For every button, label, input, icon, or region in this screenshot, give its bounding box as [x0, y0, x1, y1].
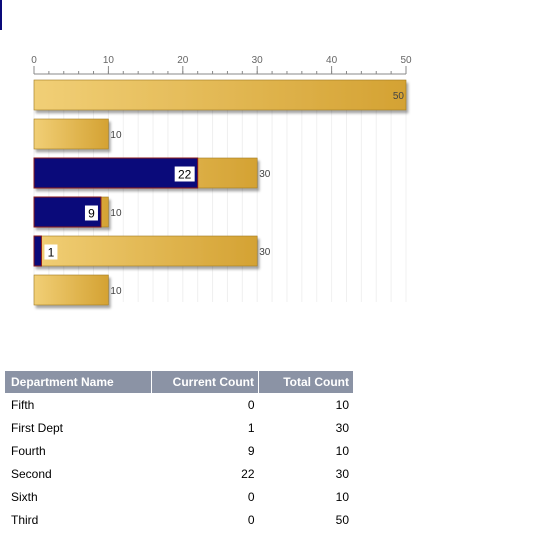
bar-current-count[interactable]: [33, 157, 199, 189]
header-current-count[interactable]: Current Count: [151, 371, 259, 393]
cell-total-count: 50: [335, 512, 349, 527]
table-row: Fourth 9 10: [5, 439, 353, 462]
header-total-count[interactable]: Total Count: [258, 371, 353, 393]
x-tick-label: 50: [400, 55, 412, 66]
bar-current-label-box: [84, 205, 98, 221]
bar-total-label: 10: [110, 286, 122, 297]
bar-total-label: 50: [393, 91, 405, 102]
bar-total-count[interactable]: [33, 118, 109, 150]
bar-total-count[interactable]: [33, 79, 407, 111]
corner-mark: [0, 0, 2, 30]
bar-total-count[interactable]: [33, 235, 258, 267]
cell-department-name: Third: [11, 512, 39, 527]
bar-total-label: 30: [259, 247, 271, 258]
bar-current-label: 9: [88, 207, 95, 221]
x-tick-label: 10: [103, 55, 115, 66]
department-table: Department Name Current Count Total Coun…: [5, 371, 353, 531]
bar-current-label-box: [174, 166, 195, 182]
table-row: Fifth 0 10: [5, 393, 353, 416]
cell-total-count: 30: [335, 420, 349, 435]
bar-total-label: 10: [110, 208, 122, 219]
table-row: Third 0 50: [5, 508, 353, 531]
cell-current-count: 0: [247, 512, 255, 527]
bar-total-label: 30: [259, 169, 271, 180]
bar-total-label: 10: [110, 130, 122, 141]
bar-total-count[interactable]: [33, 274, 109, 306]
bar-current-label-box: [44, 244, 58, 260]
table-row: Second 22 30: [5, 462, 353, 485]
cell-department-name: Sixth: [11, 489, 38, 504]
cell-department-name: Fifth: [11, 397, 35, 412]
cell-total-count: 30: [335, 466, 349, 481]
bar-current-label: 1: [48, 246, 55, 260]
cell-department-name: First Dept: [11, 420, 64, 435]
x-tick-label: 40: [326, 55, 338, 66]
cell-current-count: 9: [247, 443, 255, 458]
chart-gridlines: [33, 80, 407, 302]
bar-current-count[interactable]: [33, 235, 42, 267]
cell-total-count: 10: [335, 489, 349, 504]
cell-current-count: 0: [247, 489, 255, 504]
cell-department-name: Fourth: [11, 443, 46, 458]
cell-total-count: 10: [335, 397, 349, 412]
x-tick-label: 0: [31, 55, 37, 66]
cell-total-count: 10: [335, 443, 349, 458]
cell-current-count: 1: [247, 420, 255, 435]
cell-current-count: 0: [247, 397, 255, 412]
bar-chart: 0 10 20 30 40 50 50 10 30 22 10 9 30 1 10: [31, 55, 412, 306]
bar-current-label: 22: [178, 168, 192, 182]
header-department-name[interactable]: Department Name: [5, 371, 152, 393]
x-axis: 0 10 20 30 40 50: [31, 55, 412, 75]
table-row: Sixth 0 10: [5, 485, 353, 508]
cell-department-name: Second: [11, 466, 52, 481]
x-tick-label: 20: [177, 55, 189, 66]
chart-bars: 50 10 30 22 10 9 30 1 10: [33, 79, 407, 306]
cell-current-count: 22: [241, 466, 255, 481]
table-header-row: Department Name Current Count Total Coun…: [5, 371, 353, 393]
x-tick-label: 30: [252, 55, 264, 66]
table-row: First Dept 1 30: [5, 416, 353, 439]
